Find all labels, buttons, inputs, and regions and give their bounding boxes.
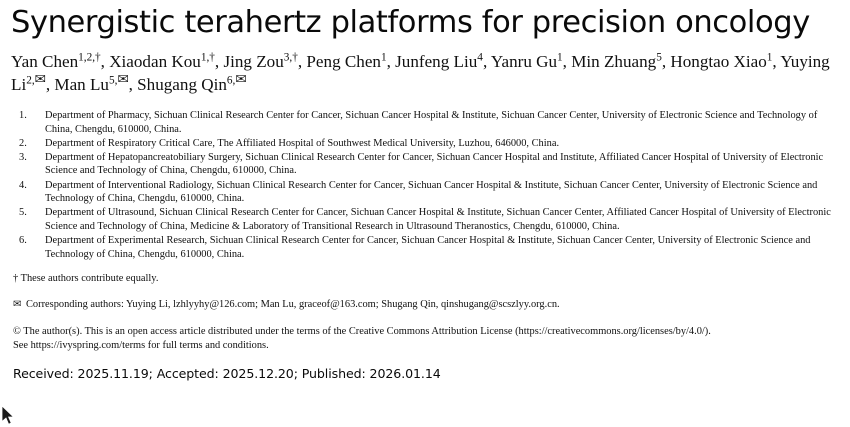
author-affiliation-marker: 4 [477,51,483,64]
affiliation-item: 1. Department of Pharmacy, Sichuan Clinic… [10,109,840,136]
affiliation-number: 3. [19,151,27,163]
affiliation-item: 6. Department of Experimental Research, S… [10,234,840,261]
author-affiliation-marker: 2, [26,73,35,86]
author-name: Xiaodan Kou [109,52,201,72]
author-affiliation-marker: 1,† [200,51,215,64]
affiliation-item: 4. Department of Interventional Radiology… [10,179,840,206]
affiliation-number: 6. [19,235,27,247]
affiliation-list: 1. Department of Pharmacy, Sichuan Clinic… [10,109,840,261]
affiliation-number: 4. [19,179,27,191]
publication-dates: Received: 2025.11.19; Accepted: 2025.12.… [13,365,441,381]
author-name: Shugang Qin [137,74,227,94]
page-title: Synergistic terahertz platforms for prec… [11,5,810,40]
author-affiliation-marker: 1 [557,51,563,64]
author-affiliation-marker: 1,2,† [78,51,101,64]
author-affiliation-marker: 6, [226,73,236,86]
author-name: Junfeng Liu [395,52,478,72]
affiliation-text: Department of Pharmacy, Sichuan Clinical… [45,109,818,135]
author-name: Min Zhuang [571,52,657,72]
affiliation-text: Department of Hepatopancreatobiliary Sur… [45,151,824,177]
affiliation-item: 3. Department of Hepatopancreatobiliary S… [10,151,840,178]
affiliation-text: Department of Experimental Research, Sic… [45,235,811,260]
equal-contribution-note-text: † These authors contribute equally. [13,273,159,285]
author-name: Yuying Li [11,52,830,94]
author-list-text: Yan Chen1,2,†, Xiaodan Kou1,†, Jing Zou3… [11,51,830,94]
author-affiliation-marker: 1 [766,51,773,64]
author-name: Peng Chen [306,52,381,72]
author-name: Jing Zou [223,52,284,72]
affiliation-text: Department of Respiratory Critical Care,… [45,137,560,149]
affiliation-text: Department of Ultrasound, Sichuan Clinic… [45,207,831,232]
author-list: Yan Chen1,2,†, Xiaodan Kou1,†, Jing Zou3… [11,51,833,96]
corresponding-authors-note: ✉ Corresponding authors: Yuying Li, lzhl… [13,298,840,312]
affiliation-number: 2. [19,137,27,149]
copyright-note: © The author(s). This is an open access … [13,325,840,353]
envelope-icon: ✉ [235,70,247,86]
author-name: Yanru Gu [490,52,558,72]
equal-contribution-note: † These authors contribute equally. [13,272,840,286]
affiliation-text: Department of Interventional Radiology, … [45,179,818,205]
author-affiliation-marker: 1 [380,51,387,64]
affiliation-item: 5. Department of Ultrasound, Sichuan Clin… [10,206,840,233]
envelope-icon: ✉ [117,70,129,86]
corresponding-authors-text: Corresponding authors: Yuying Li, lzhlyy… [26,299,560,311]
affiliation-number: 1. [19,109,27,121]
copyright-line-2: See https://ivyspring.com/terms for full… [13,339,269,351]
author-affiliation-marker: 3,† [283,51,298,64]
author-affiliation-marker: 5 [656,51,662,64]
author-affiliation-marker: 5, [108,73,118,86]
author-name: Man Lu [54,74,109,94]
copyright-line-1: © The author(s). This is an open access … [13,325,711,337]
affiliation-item: 2. Department of Respiratory Critical Car… [10,137,840,151]
mouse-cursor-icon [2,406,15,425]
author-name: Yan Chen [11,52,79,72]
envelope-icon: ✉ [13,299,22,311]
affiliation-number: 5. [19,207,27,219]
envelope-icon: ✉ [34,70,46,86]
author-name: Hongtao Xiao [670,52,767,72]
